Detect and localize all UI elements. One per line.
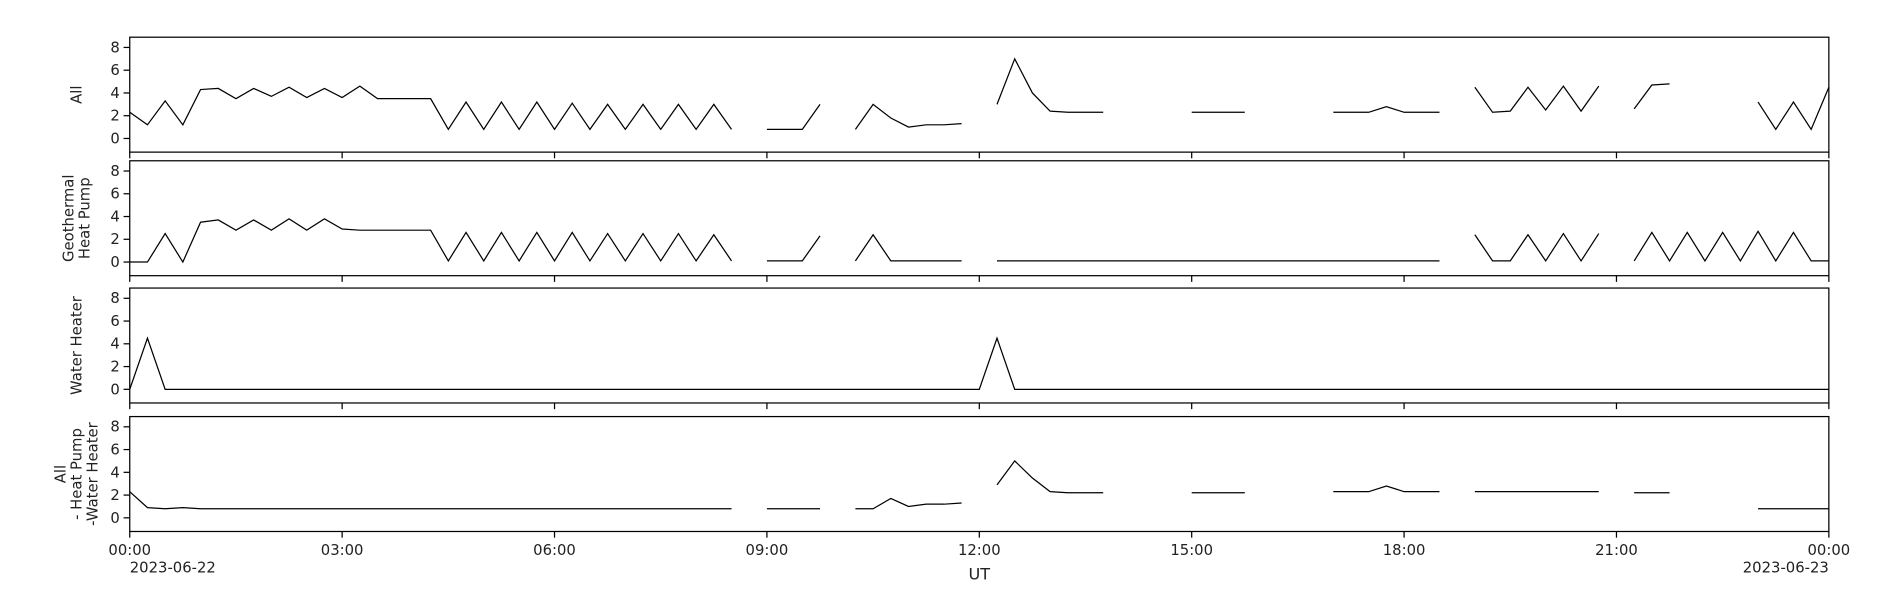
y-axis-label: Geothermal [61,175,78,262]
x-tick-label: 15:00 [1170,542,1213,559]
x-tick-label: 06:00 [533,542,576,559]
x-tick-label: 12:00 [958,542,1001,559]
y-tick-label: 0 [110,510,119,527]
x-tick-label: 00:00 [1808,542,1851,559]
panel-frame [129,287,1830,404]
data-line [854,233,962,262]
y-tick-label: 8 [110,419,119,436]
y-tick-label: 0 [110,130,119,147]
y-axis-label: -Water Heater [85,421,102,525]
x-date-label: 2023-06-23 [1743,559,1829,576]
x-tick-label: 09:00 [746,542,789,559]
y-axis-label: All [52,465,69,483]
x-tick-label: 03:00 [321,542,364,559]
data-line [854,103,962,130]
y-tick-label: 4 [110,208,119,225]
y-tick-label: 8 [110,39,119,56]
y-tick-label: 8 [110,290,119,307]
x-tick-label: 21:00 [1595,542,1638,559]
data-line [1633,83,1670,110]
panel-frame [129,415,1830,533]
data-line [129,336,1829,390]
data-line [1633,230,1829,263]
y-tick-label: 6 [110,62,119,79]
y-tick-label: 4 [110,85,119,102]
data-line [766,103,821,130]
data-line [129,85,733,131]
y-tick-label: 0 [110,254,119,271]
data-line [129,491,732,510]
y-axis-label: Heat Pump [77,177,94,259]
y-axis-label: Water Heater [69,295,86,395]
y-tick-label: 6 [110,442,119,459]
panel-frame [129,160,1830,277]
y-tick-label: 0 [110,381,119,398]
x-tick-label: 18:00 [1383,542,1426,559]
x-tick-label: 00:00 [108,542,151,559]
data-line [1333,485,1440,493]
data-line [1474,85,1600,113]
data-line [1333,105,1440,113]
y-tick-label: 2 [110,231,119,248]
panel-frame [129,36,1830,153]
y-tick-label: 8 [110,163,119,180]
data-line [1757,87,1830,131]
y-tick-label: 6 [110,186,119,203]
y-tick-label: 4 [110,464,119,481]
data-line [855,497,962,510]
y-tick-label: 4 [110,336,119,353]
data-line [766,235,821,262]
y-axis-label: - Heat Pump [69,428,86,520]
data-line [996,460,1104,494]
y-tick-label: 6 [110,313,119,330]
y-tick-label: 2 [110,108,119,125]
data-line [996,57,1104,113]
x-axis-label: UT [969,565,991,584]
data-line [129,218,733,264]
data-line [1474,232,1600,263]
y-tick-label: 2 [110,359,119,376]
x-date-label: 2023-06-22 [130,559,216,576]
y-tick-label: 2 [110,487,119,504]
y-axis-label: All [69,85,86,103]
